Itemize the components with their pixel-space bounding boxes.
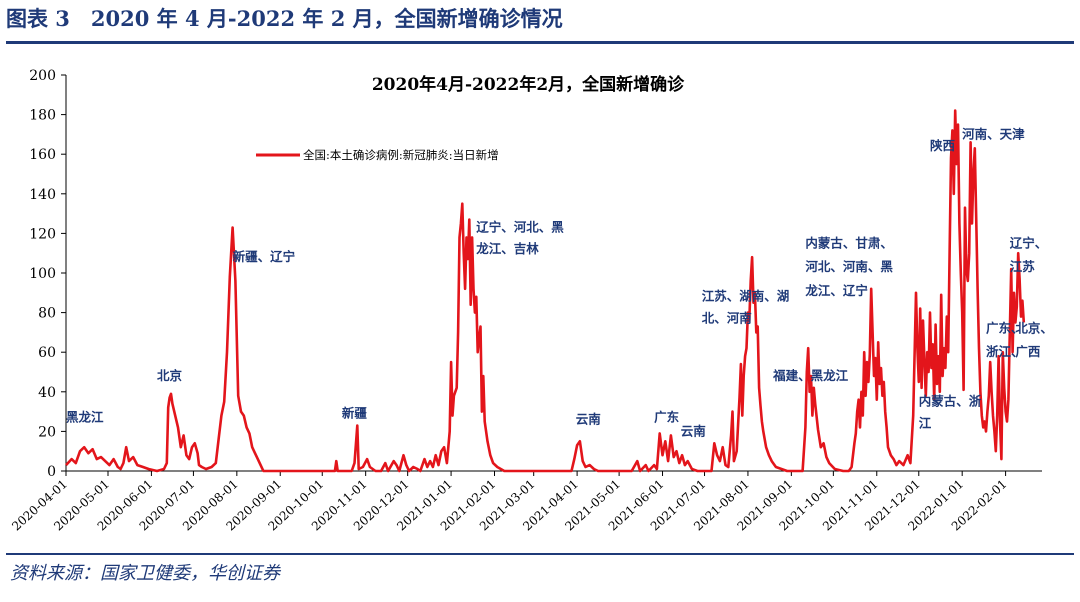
y-tick-label: 200	[29, 68, 56, 84]
y-tick-label: 80	[38, 306, 56, 322]
annotation-label: 龙江、辽宁	[804, 283, 868, 298]
annotation-label: 黑龙江	[66, 410, 104, 425]
y-tick-label: 180	[29, 108, 56, 124]
series-layer	[65, 109, 1026, 473]
figure-title: 图表 3 2020 年 4 月-2022 年 2 月，全国新增确诊情况	[6, 6, 563, 31]
source-note: 资料来源：国家卫健委，华创证券	[10, 563, 280, 584]
y-tick-label: 20	[38, 424, 56, 440]
legend: 全国:本土确诊病例:新冠肺炎:当日新增	[256, 148, 499, 162]
annotation-label: 广东、	[986, 320, 1024, 335]
annotation-label: 河南、天津	[962, 126, 1025, 141]
annotation-label: 江苏、湖南、湖	[702, 289, 790, 304]
y-tick-label: 160	[29, 147, 56, 163]
annotation-label: 陕西	[930, 138, 955, 153]
series-line-0	[65, 109, 1026, 473]
annotation-label: 江苏	[1010, 259, 1036, 274]
annotation-label: 新疆	[342, 406, 368, 421]
annotation-label: 福建、黑龙江	[772, 368, 849, 383]
y-tick-label: 40	[38, 385, 56, 401]
legend-label: 全国:本土确诊病例:新冠肺炎:当日新增	[303, 148, 499, 162]
annotation-label: 内蒙古、甘肃、	[805, 235, 893, 250]
chart-title: 2020年4月-2022年2月，全国新增确诊	[372, 74, 685, 95]
covid-cases-chart: 2020年4月-2022年2月，全国新增确诊 全国:本土确诊病例:新冠肺炎:当日…	[9, 68, 1053, 534]
annotation-label: 龙江、吉林	[475, 241, 539, 256]
y-tick-label: 60	[38, 345, 56, 361]
annotation-label: 广东	[654, 410, 680, 425]
annotation-label: 辽宁、河北、黑	[476, 219, 564, 234]
y-tick-label: 140	[29, 187, 56, 203]
annotation-label: 辽宁、	[1010, 235, 1048, 250]
annotation-label: 内蒙古、浙	[919, 394, 982, 409]
annotation-label: 北京、	[1015, 320, 1053, 335]
source-divider	[6, 553, 1074, 555]
annotation-label: 云南	[681, 423, 707, 438]
annotation-label: 云南	[576, 411, 602, 426]
y-axis: 0 20 40 60 80 100 120 140 160 180 200	[29, 68, 67, 480]
annotation-label: 北、河南	[702, 311, 753, 326]
y-tick-label: 0	[47, 464, 56, 480]
annotation-label: 江	[919, 415, 932, 430]
annotation-label: 新疆、辽宁	[233, 249, 296, 264]
annotation-label: 广西	[1015, 344, 1040, 359]
annotation-label: 河北、河南、黑	[805, 259, 893, 274]
annotation-label: 浙江、	[986, 344, 1024, 359]
annotation-label: 北京	[157, 368, 183, 383]
title-divider	[6, 41, 1074, 44]
y-tick-label: 120	[29, 226, 56, 242]
y-tick-label: 100	[29, 266, 56, 282]
x-axis: 2020-04-012020-05-012020-06-012020-07-01…	[9, 470, 1042, 534]
